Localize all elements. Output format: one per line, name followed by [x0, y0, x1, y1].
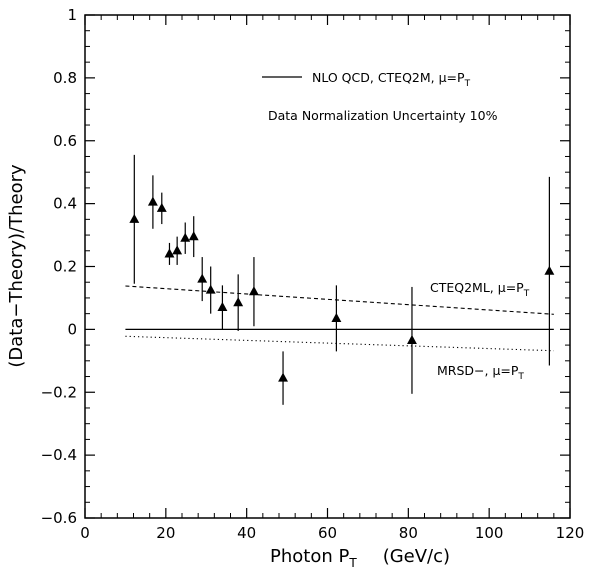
legend-label: NLO QCD, CTEQ2M, μ=PT: [312, 70, 471, 89]
y-tick-label: 1: [67, 6, 77, 24]
x-tick-label: 120: [556, 524, 585, 542]
data-point-triangle: [156, 202, 167, 212]
reference-line-dotted: [125, 335, 554, 352]
x-tick-label: 40: [237, 524, 256, 542]
x-axis-title: Photon PT (GeV/c): [270, 546, 450, 570]
data-point-triangle: [180, 232, 191, 242]
data-point-triangle: [147, 196, 158, 206]
data-point-triangle: [407, 334, 417, 344]
axis-ticks: 0 20 40 60 80 100 120 −0.6 −0.4 −0.2 0 0.2 0.4 0.6 0.8…: [41, 6, 585, 542]
reference-lines: [125, 285, 554, 352]
mrsd-label: MRSD−, μ=PT: [437, 363, 524, 382]
y-axis-title: (Data−Theory)/Theory: [6, 164, 27, 368]
x-tick-label: 60: [318, 524, 337, 542]
normalization-note: Data Normalization Uncertainty 10%: [268, 108, 498, 123]
x-tick-label: 80: [399, 524, 418, 542]
y-tick-label: 0.2: [53, 258, 77, 276]
y-tick-label: −0.6: [41, 509, 77, 527]
y-tick-label: −0.2: [41, 383, 77, 401]
data-point-triangle: [233, 297, 244, 307]
x-tick-label: 100: [475, 524, 504, 542]
data-point-triangle: [197, 273, 208, 283]
data-point-triangle: [331, 312, 342, 322]
y-tick-label: 0: [67, 320, 77, 338]
y-tick-label: 0.6: [53, 132, 77, 150]
plot-frame: [84, 14, 571, 519]
data-point-triangle: [248, 286, 259, 296]
y-tick-label: 0.4: [53, 195, 77, 213]
x-tick-label: 0: [80, 524, 90, 542]
data-point-triangle: [172, 245, 183, 255]
data-points: [129, 154, 555, 405]
data-point-triangle: [188, 231, 199, 241]
y-tick-label: 0.8: [53, 69, 77, 87]
data-point-triangle: [544, 265, 555, 275]
data-point-triangle: [129, 213, 140, 223]
data-point-triangle: [217, 301, 228, 311]
y-tick-label: −0.4: [41, 446, 77, 464]
data-point-triangle: [164, 248, 175, 258]
cteq2ml-label: CTEQ2ML, μ=PT: [430, 280, 530, 299]
data-point-triangle: [205, 284, 216, 294]
reference-line-dashed: [125, 285, 554, 315]
data-point-triangle: [278, 372, 288, 382]
x-tick-label: 20: [156, 524, 175, 542]
